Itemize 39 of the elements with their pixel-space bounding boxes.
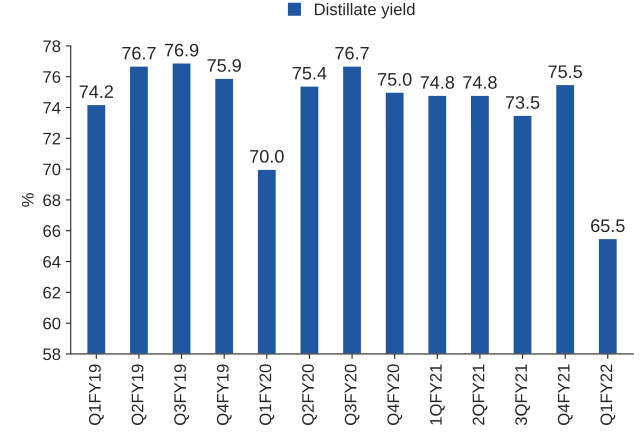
x-tick-label: 3QFY21 <box>515 364 530 426</box>
x-tick-label: Q4FY20 <box>387 364 402 425</box>
data-label: 74.8 <box>420 76 454 89</box>
x-tick-label: Q3FY20 <box>344 364 360 425</box>
x-tick-label: Q4FY19 <box>216 364 232 425</box>
x-tick-label: Q4FY21 <box>558 364 573 425</box>
data-label: 76.9 <box>164 44 198 56</box>
x-tick-label: 1QFY21 <box>430 364 445 424</box>
y-tick-label: 58 <box>43 348 60 360</box>
x-tick-label: Q2FY19 <box>132 364 146 425</box>
y-tick-label: 66 <box>43 225 60 237</box>
y-tick-label: 62 <box>43 286 60 299</box>
y-tick-label: 64 <box>43 256 61 268</box>
data-label: 74.2 <box>80 85 113 98</box>
data-label: 76.7 <box>335 46 369 60</box>
y-axis-title: % <box>22 193 34 207</box>
data-label: 70.0 <box>250 150 284 163</box>
y-tick-label: 72 <box>43 132 60 144</box>
x-tick-label: Q2FY20 <box>302 364 317 425</box>
data-label: 65.5 <box>591 219 625 232</box>
x-tick-label: Q1FY19 <box>88 364 104 425</box>
data-label: 74.8 <box>463 76 497 89</box>
x-tick-label: Q3FY19 <box>174 364 190 425</box>
y-tick-label: 60 <box>43 318 60 330</box>
data-label: 75.5 <box>548 65 582 78</box>
data-label: 76.7 <box>122 46 156 60</box>
x-tick-label: Q1FY20 <box>259 364 274 425</box>
data-label: 73.5 <box>506 96 540 109</box>
x-tick-label: Q1FY22 <box>600 364 616 425</box>
y-tick-label: 76 <box>43 71 60 83</box>
data-label: 75.0 <box>378 72 412 86</box>
y-tick-label: 78 <box>43 40 60 52</box>
data-label: 75.4 <box>292 66 326 80</box>
y-tick-label: 74 <box>43 102 61 114</box>
y-tick-label: 68 <box>43 194 60 206</box>
data-label: 75.9 <box>208 59 241 72</box>
legend-label: Distillate yield <box>314 3 414 19</box>
y-tick-label: 70 <box>43 164 60 176</box>
x-tick-label: 2QFY21 <box>472 364 488 425</box>
